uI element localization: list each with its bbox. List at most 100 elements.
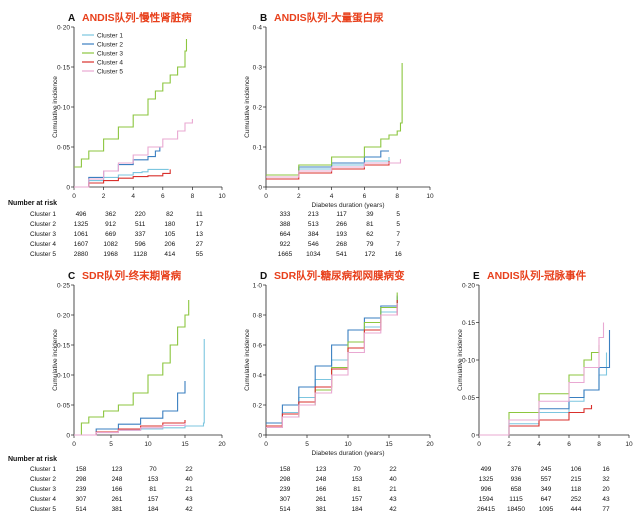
risk-cell: 117 [336,211,347,218]
risk-cell: 384 [307,231,319,238]
risk-cell: 514 [75,506,87,513]
risk-cell: 669 [105,231,117,238]
risk-cell: 21 [185,486,193,493]
risk-cell: 21 [389,486,397,493]
risk-cell: 268 [336,241,348,248]
y-tick-label: 0 [471,433,475,440]
series-line-cluster-3 [266,63,403,176]
risk-cell: 42 [389,506,397,513]
y-tick-label: 0·3 [253,65,263,72]
panel-title: ANDIS队列-冠脉事件 [487,269,587,282]
risk-cell: 1968 [103,251,118,258]
risk-cell: 1594 [478,496,494,503]
x-tick-label: 6 [567,441,571,448]
risk-cell: 43 [389,496,397,503]
risk-cell: 596 [134,241,146,248]
y-tick-label: 0 [258,433,262,440]
risk-cell: 157 [351,496,363,503]
risk-cell: 1095 [538,506,554,513]
series-line-cluster-3 [479,345,600,436]
y-tick-label: 0·05 [57,403,70,410]
risk-cell: 43 [602,496,610,503]
risk-cell: 252 [570,496,582,503]
risk-cell: 7 [396,231,400,238]
risk-cell: 11 [196,211,203,218]
risk-cell: 42 [185,506,193,513]
risk-cell: 546 [307,241,319,248]
risk-cell: 62 [366,231,374,238]
x-tick-label: 5 [305,441,309,448]
y-axis-label: Cumulative incidence [457,329,464,391]
y-tick-label: 0·15 [462,320,475,327]
risk-cell: 936 [510,476,522,483]
chart-panel-c: C SDR队列-终末期肾病 0 0·05 0·10 0·15 0·20 0·25 0 5 10 15 2… [52,269,226,448]
risk-cell: 245 [540,466,552,473]
risk-cell: 362 [105,211,117,218]
series-line-cluster-4 [266,161,390,180]
risk-cell: 239 [279,486,291,493]
panel-title: SDR队列-终末期肾病 [82,269,182,282]
risk-cell: 82 [166,211,174,218]
risk-cell: 5 [396,211,400,218]
risk-cell: 26415 [476,506,496,513]
risk-cell: 213 [307,211,319,218]
risk-cell: 239 [75,486,87,493]
series-line-cluster-1 [74,168,169,188]
risk-cell: 1034 [306,251,321,258]
y-tick-label: 0·10 [462,358,475,365]
chart-panel-a: A ANDIS队列-慢性肾脏病 0 0·05 0·10 0·15 0·20 0 2 4 6 8 10 Cu… [52,11,226,200]
panel-letter: E [473,271,480,282]
series-line-cluster-5 [266,303,398,429]
series-line-cluster-2 [266,295,398,424]
risk-cell: 118 [570,486,582,493]
risk-cell: 106 [570,466,582,473]
risk-cell: 166 [111,486,123,493]
series-line-cluster-5 [74,119,193,188]
y-tick-label: 0·25 [57,283,70,290]
risk-cell: 1325 [73,221,89,228]
chart-panel-e: E ANDIS队列-冠脉事件 0 0·05 0·10 0·15 0·20 0 2 4 6 8 10 Cum… [457,269,633,448]
y-tick-label: 0·05 [57,145,70,152]
x-axis-label: Diabetes duration (years) [312,202,385,209]
series-line-cluster-5 [74,423,186,436]
risk-cell: 248 [111,476,123,483]
risk-cell: 13 [195,231,203,238]
risk-row-label: Cluster 2 [29,476,56,483]
risk-cell: 18450 [506,506,526,513]
risk-cell: 193 [336,231,348,238]
x-tick-label: 20 [426,441,434,448]
y-tick-label: 0 [258,185,262,192]
risk-cell: 376 [510,466,522,473]
legend-label: Cluster 1 [97,33,123,40]
risk-cell: 996 [480,486,492,493]
panel-letter: B [260,13,267,24]
risk-cell: 496 [75,211,87,218]
risk-cell: 266 [336,221,348,228]
risk-cell: 541 [336,251,348,258]
chart-panel-d: D SDR队列-糖尿病视网膜病变 0 0·2 0·4 0·6 0·8 1·0 0 5 10 15 20 C… [244,269,434,457]
risk-cell: 658 [510,486,522,493]
risk-cell: 123 [111,466,123,473]
series-line-cluster-2 [479,330,611,436]
risk-cell: 172 [364,251,376,258]
risk-row-label: Cluster 5 [29,506,56,513]
risk-cell: 388 [279,221,291,228]
y-tick-label: 1·0 [253,283,263,290]
y-tick-label: 0·4 [253,373,263,380]
risk-cell: 307 [75,496,87,503]
y-tick-label: 0 [66,433,70,440]
panel-letter: C [68,271,75,282]
panel-title: ANDIS队列-大量蛋白尿 [274,11,384,24]
risk-cell: 153 [351,476,363,483]
risk-cell: 2880 [73,251,89,258]
risk-cell: 81 [353,486,361,493]
x-tick-label: 4 [131,193,135,200]
risk-cell: 664 [279,231,291,238]
risk-cell: 381 [315,506,327,513]
x-tick-label: 8 [597,441,601,448]
risk-row-label: Cluster 4 [29,241,56,248]
risk-cell: 70 [353,466,361,473]
risk-cell: 153 [147,476,159,483]
x-tick-label: 8 [395,193,399,200]
x-axis-label: Diabetes duration (years) [312,450,385,457]
